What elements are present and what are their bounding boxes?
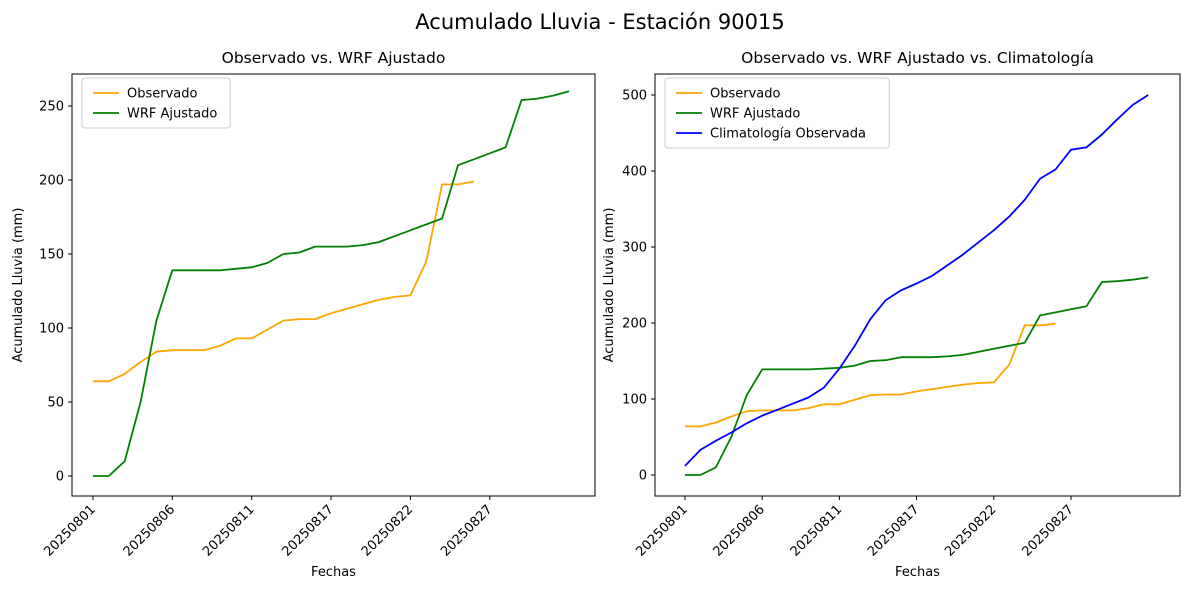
y-tick-label: 0: [56, 470, 64, 485]
y-tick-label: 500: [622, 88, 647, 103]
y-tick-label: 300: [622, 240, 647, 255]
x-tick-label: 20250811: [788, 502, 845, 559]
x-axis-label: Fechas: [311, 565, 356, 580]
y-tick-label: 100: [39, 321, 64, 336]
y-tick-label: 150: [39, 247, 64, 262]
subplot-title: Observado vs. WRF Ajustado: [222, 49, 446, 67]
axes-spines: [71, 73, 596, 497]
legend-item-label: Observado: [710, 87, 781, 102]
y-tick-label: 200: [39, 173, 64, 188]
subplot-title: Observado vs. WRF Ajustado vs. Climatolo…: [741, 49, 1094, 67]
y-tick-label: 0: [639, 469, 647, 484]
legend-box: [664, 77, 890, 149]
series-line-wrf-ajustado: [685, 276, 1149, 476]
legend-box: [81, 77, 231, 129]
y-axis-label: Acumulado Lluvia (mm): [11, 208, 26, 363]
y-axis-label: Acumulado Lluvia (mm): [602, 208, 617, 363]
legend-item-label: WRF Ajustado: [710, 107, 800, 122]
legend: Observado WRF Ajustado Climatología Observ…: [664, 77, 890, 149]
x-tick-label: 20250806: [711, 502, 768, 559]
y-tick-label: 200: [622, 317, 647, 332]
series-line-observado: [685, 322, 1056, 428]
legend-item-label: WRF Ajustado: [127, 107, 217, 122]
y-tick-label: 250: [39, 99, 64, 114]
y-tick-label: 50: [47, 396, 64, 411]
x-tick-label: 20250817: [865, 502, 922, 559]
series-line-climatolog-a-observada: [684, 94, 1149, 467]
axes-spines: [654, 73, 1181, 497]
x-axis-label: Fechas: [895, 565, 940, 580]
x-tick-label: 20250801: [633, 502, 690, 559]
y-tick-label: 400: [622, 164, 647, 179]
y-tick-label: 100: [622, 393, 647, 408]
series-line-observado: [93, 180, 475, 383]
legend-item-label: Observado: [127, 87, 198, 102]
legend: Observado WRF Ajustado: [81, 77, 231, 129]
x-tick-label: 20250827: [1019, 502, 1076, 559]
series-line-wrf-ajustado: [93, 90, 570, 477]
figure-suptitle: Acumulado Lluvia - Estación 90015: [415, 10, 785, 34]
x-tick-label: 20250822: [942, 502, 999, 559]
legend-item-label: Climatología Observada: [710, 127, 866, 142]
